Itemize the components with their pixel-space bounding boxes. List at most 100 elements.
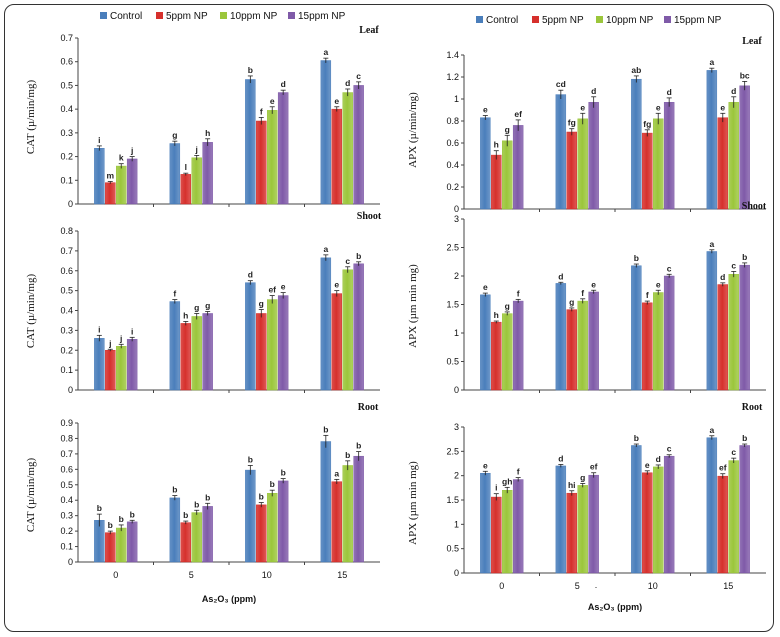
significance-label: ef: [590, 462, 598, 472]
bar-apx-root-10-s3: [663, 455, 675, 574]
y-axis-label: CAT (µ/min/mg): [25, 274, 37, 349]
significance-label: e: [483, 105, 488, 115]
significance-label: h: [494, 310, 499, 320]
bar-apx-root-0-s0: [480, 472, 491, 574]
significance-label: j: [130, 146, 133, 156]
bar-apx-leaf-0-s0: [480, 117, 491, 210]
y-tick-label: 0: [454, 385, 459, 395]
significance-label: d: [558, 453, 563, 463]
y-tick-label: 0.1: [60, 542, 73, 552]
significance-label: e: [591, 279, 596, 289]
significance-label: d: [656, 454, 661, 464]
bar-cat-root-15-s3: [353, 455, 364, 563]
bar-cat-shoot-10-s2: [267, 299, 278, 391]
significance-label: b: [172, 485, 177, 495]
legend-label: 15ppm NP: [674, 15, 722, 26]
bar-cat-root-0-s2: [116, 527, 127, 563]
x-tick-label: 10: [262, 570, 272, 580]
bar-apx-shoot-10-s2: [653, 292, 664, 391]
significance-label: b: [742, 433, 747, 443]
legend-swatch: [532, 16, 539, 23]
y-axis-label: CAT (µ/min/mg): [25, 80, 37, 155]
bar-cat-shoot-0-s1: [105, 350, 116, 391]
bar-apx-leaf-0-s2: [502, 140, 513, 210]
legend-swatch: [596, 16, 603, 23]
organ-label: Leaf: [742, 36, 762, 47]
significance-label: c: [667, 263, 672, 273]
y-tick-label: 0.6: [60, 57, 73, 67]
bar-apx-shoot-5-s3: [588, 291, 599, 391]
significance-label: g: [569, 297, 574, 307]
bar-apx-root-15-s1: [717, 475, 728, 574]
significance-label: c: [345, 256, 350, 266]
significance-label: a: [323, 47, 328, 57]
organ-label: Root: [742, 402, 763, 413]
significance-label: bc: [740, 70, 750, 80]
bar-cat-leaf-5-s3: [202, 142, 213, 205]
significance-label: h: [205, 128, 210, 138]
significance-label: a: [334, 468, 339, 478]
significance-label: d: [281, 79, 286, 89]
significance-label: g: [505, 124, 510, 134]
y-tick-label: 1.5: [446, 300, 459, 310]
organ-label: Leaf: [359, 25, 379, 36]
legend-label: 5ppm NP: [166, 11, 208, 22]
y-tick-label: 2: [454, 471, 459, 481]
bar-apx-shoot-0-s1: [491, 321, 502, 391]
significance-label: b: [634, 253, 639, 263]
significance-label: f: [517, 467, 520, 477]
bar-cat-leaf-5-s0: [169, 143, 181, 205]
bar-apx-leaf-5-s0: [555, 94, 567, 210]
y-tick-label: 0.7: [60, 246, 73, 256]
y-tick-label: 0.9: [60, 418, 73, 428]
bar-apx-shoot-5-s2: [577, 300, 588, 391]
x-axis-label: As₂O₃ (ppm): [588, 602, 642, 612]
significance-label: g: [172, 130, 177, 140]
y-tick-label: 1.4: [446, 50, 459, 60]
bar-cat-root-5-s3: [202, 506, 213, 563]
y-tick-label: 0.7: [60, 33, 73, 43]
y-tick-label: 1.5: [446, 495, 459, 505]
significance-label: cd: [556, 79, 566, 89]
y-tick-label: 0.3: [60, 511, 73, 521]
y-tick-label: 0.1: [60, 175, 73, 185]
significance-label: hi: [568, 480, 576, 490]
y-tick-label: 0.4: [60, 104, 73, 114]
significance-label: b: [259, 492, 264, 502]
significance-label: d: [720, 272, 725, 282]
bar-apx-shoot-0-s0: [480, 294, 491, 391]
organ-label: Shoot: [357, 211, 382, 222]
significance-label: c: [667, 444, 672, 454]
y-tick-label: 1: [454, 519, 459, 529]
x-axis-label: As₂O₃ (ppm): [202, 594, 256, 604]
significance-label: c: [731, 447, 736, 457]
significance-label: b: [742, 252, 747, 262]
legend-label: 10ppm NP: [230, 11, 278, 22]
bar-cat-shoot-10-s1: [256, 313, 267, 391]
bar-apx-leaf-15-s0: [706, 70, 718, 210]
bar-apx-shoot-0-s2: [502, 313, 513, 391]
bar-cat-leaf-0-s3: [126, 158, 138, 205]
bar-apx-root-10-s1: [642, 472, 653, 574]
bar-apx-leaf-5-s2: [577, 118, 588, 210]
bar-apx-leaf-10-s3: [663, 102, 675, 210]
bar-cat-leaf-5-s2: [191, 157, 202, 205]
significance-label: d: [667, 87, 672, 97]
y-tick-label: 0.8: [60, 226, 73, 236]
y-tick-label: 1: [454, 328, 459, 338]
bar-apx-leaf-10-s0: [631, 78, 642, 210]
significance-label: b: [108, 520, 113, 530]
significance-label: ab: [631, 65, 641, 75]
y-tick-label: 0.4: [60, 495, 73, 505]
bar-apx-root-0-s3: [512, 479, 524, 574]
y-tick-label: 0.6: [446, 138, 459, 148]
significance-label: g: [580, 472, 585, 482]
significance-label: j: [108, 338, 111, 348]
y-tick-label: 0.7: [60, 449, 73, 459]
y-tick-label: 0.8: [60, 433, 73, 443]
bar-cat-root-5-s1: [180, 522, 192, 563]
bar-apx-shoot-15-s2: [728, 274, 739, 391]
significance-label: e: [483, 282, 488, 292]
significance-label: b: [248, 454, 253, 464]
x-tick-label: 15: [723, 581, 733, 591]
